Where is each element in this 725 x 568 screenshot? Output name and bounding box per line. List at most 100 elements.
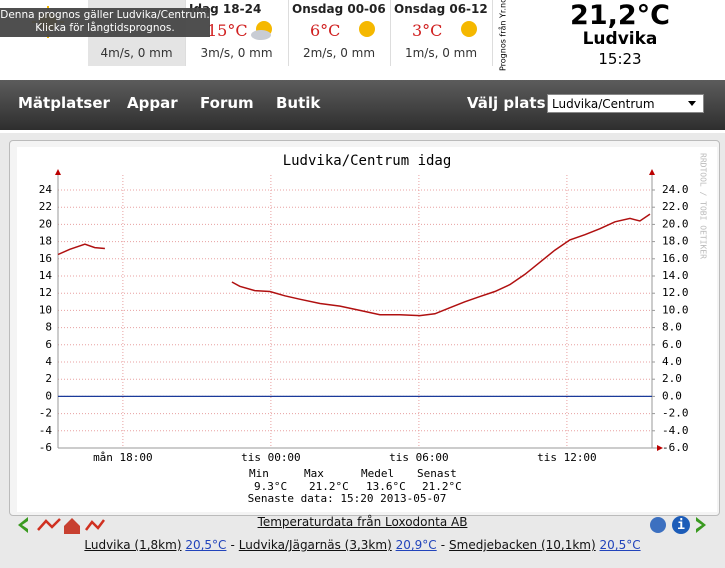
- tooltip-line: Denna prognos gäller Ludvika/Centrum.: [0, 9, 210, 21]
- y-tick-label: 12: [39, 286, 52, 299]
- station-temp[interactable]: 20,5°C: [185, 538, 227, 552]
- y-tick-label: 16: [39, 252, 52, 265]
- selected-place: Ludvika/Centrum: [552, 97, 655, 111]
- y2-tick-label: 2.0: [662, 372, 682, 385]
- weather-icon: [461, 21, 477, 37]
- separator: -: [230, 538, 235, 552]
- select-label: Välj plats:: [467, 94, 552, 112]
- current-place: Ludvika: [582, 29, 658, 49]
- y-tick-label: 24: [39, 183, 53, 196]
- temperature-line: [57, 213, 651, 317]
- y2-tick-label: -6.0: [662, 441, 689, 454]
- y-tick-label: 22: [39, 200, 52, 213]
- axis-arrow: [55, 169, 61, 175]
- credit-link[interactable]: Temperaturdata från Loxodonta AB: [257, 515, 468, 529]
- station-temp[interactable]: 20,9°C: [395, 538, 437, 552]
- forecast-source: Prognos från Yr.no: [498, 0, 508, 72]
- y2-tick-label: 8.0: [662, 321, 682, 334]
- y-tick-label: 10: [39, 303, 52, 316]
- y2-tick-label: 14.0: [662, 269, 689, 282]
- tooltip: Denna prognos gäller Ludvika/Centrum. Kli…: [0, 8, 210, 37]
- nav-item[interactable]: Appar: [127, 94, 178, 112]
- forecast-temp: 6°C: [310, 21, 341, 40]
- nav-bar: Mätplatser Appar Forum Butik Välj plats: Ludv…: [0, 80, 725, 130]
- y2-tick-label: 4.0: [662, 355, 682, 368]
- forecast-cell[interactable]: Onsdag 06-12 3°C 1m/s, 0 mm: [390, 0, 493, 66]
- watermark: RRDTOOL / TOBI OETIKER: [699, 153, 708, 259]
- stat-header: Senast: [417, 467, 457, 480]
- forecast-title: Onsdag 06-12: [394, 2, 488, 16]
- y-tick-label: 4: [45, 355, 52, 368]
- y2-tick-label: 18.0: [662, 235, 689, 248]
- forecast-cell[interactable]: Onsdag 00-06 6°C 2m/s, 0 mm: [288, 0, 391, 66]
- x-tick-label: tis 00:00: [241, 451, 301, 464]
- station-temp[interactable]: 20,5°C: [599, 538, 641, 552]
- y2-tick-label: 0.0: [662, 389, 682, 402]
- y2-tick-label: 16.0: [662, 252, 689, 265]
- weather-icon: [359, 21, 375, 37]
- y2-tick-label: 20.0: [662, 217, 689, 230]
- stat-header: Min: [249, 467, 269, 480]
- separator: -: [440, 538, 446, 552]
- y-tick-label: 18: [39, 235, 52, 248]
- stat-value: 21.2°C: [422, 480, 462, 493]
- nav-item[interactable]: Butik: [276, 94, 321, 112]
- y2-tick-label: 24.0: [662, 183, 689, 196]
- axis-arrow: [649, 169, 655, 175]
- last-data: Senaste data: 15:20 2013-05-07: [248, 492, 447, 505]
- dropdown-arrow: [688, 101, 696, 106]
- nav-item[interactable]: Forum: [200, 94, 254, 112]
- forecast-cell[interactable]: Idag 18-24 15°C 3m/s, 0 mm: [185, 0, 289, 66]
- cloud: [251, 30, 271, 40]
- station-name[interactable]: Ludvika (1,8km): [84, 538, 182, 552]
- y-tick-label: -2: [39, 407, 52, 420]
- x-tick-label: tis 06:00: [389, 451, 449, 464]
- current-time: 15:23: [598, 50, 642, 68]
- y2-tick-label: 6.0: [662, 338, 682, 351]
- stat-value: 13.6°C: [366, 480, 406, 493]
- y2-tick-label: 10.0: [662, 303, 689, 316]
- arrow: [688, 101, 696, 106]
- y2-tick-label: 22.0: [662, 200, 689, 213]
- forecast-wind: 1m/s, 0 mm: [404, 46, 478, 60]
- left-icons[interactable]: [14, 514, 109, 536]
- sun: [461, 21, 477, 37]
- station-name[interactable]: Ludvika/Jägarnäs (3,3km): [238, 538, 392, 552]
- y-tick-label: -6: [39, 441, 52, 454]
- place-select[interactable]: Ludvika/Centrum: [547, 94, 704, 113]
- current-temp: 21,2°C: [570, 0, 670, 31]
- y-tick-label: 14: [39, 269, 53, 282]
- forecast-temp: 3°C: [412, 21, 443, 40]
- station-name[interactable]: Smedjebacken (10,1km): [449, 538, 596, 552]
- axis-arrow: [657, 445, 663, 451]
- stat-value: 21.2°C: [309, 480, 349, 493]
- y2-tick-label: 12.0: [662, 286, 689, 299]
- forecast-title: Onsdag 00-06: [292, 2, 386, 16]
- x-tick-label: mån 18:00: [93, 451, 153, 464]
- y-tick-label: 6: [45, 338, 52, 351]
- right-icons[interactable]: i: [648, 514, 718, 536]
- y-tick-label: 2: [45, 372, 52, 385]
- y2-tick-label: -2.0: [662, 407, 689, 420]
- y-tick-label: -4: [39, 424, 53, 437]
- sun: [359, 21, 375, 37]
- forecast-wind: 4m/s, 0 mm: [100, 46, 173, 60]
- y-tick-label: 0: [45, 389, 52, 402]
- y-tick-label: 20: [39, 217, 52, 230]
- forecast-temp: 15°C: [207, 21, 248, 40]
- forecast-wind: 2m/s, 0 mm: [302, 46, 376, 60]
- nav-item[interactable]: Mätplatser: [18, 94, 110, 112]
- x-tick-label: tis 12:00: [537, 451, 597, 464]
- stat-header: Medel: [361, 467, 394, 480]
- weather-icon: [251, 21, 272, 40]
- stat-value: 9.3°C: [254, 480, 287, 493]
- svg-text:i: i: [677, 518, 685, 533]
- y-tick-label: 8: [45, 321, 52, 334]
- chart-title: Ludvika/Centrum idag: [283, 153, 452, 169]
- tooltip-line: Klicka för långtidsprognos.: [35, 22, 175, 34]
- forecast-wind: 3m/s, 0 mm: [200, 46, 273, 60]
- y2-tick-label: -4.0: [662, 424, 689, 437]
- station-list: Ludvika (1,8km) 20,5°C - Ludvika/Jägarnäs …: [0, 538, 725, 552]
- stat-header: Max: [304, 467, 324, 480]
